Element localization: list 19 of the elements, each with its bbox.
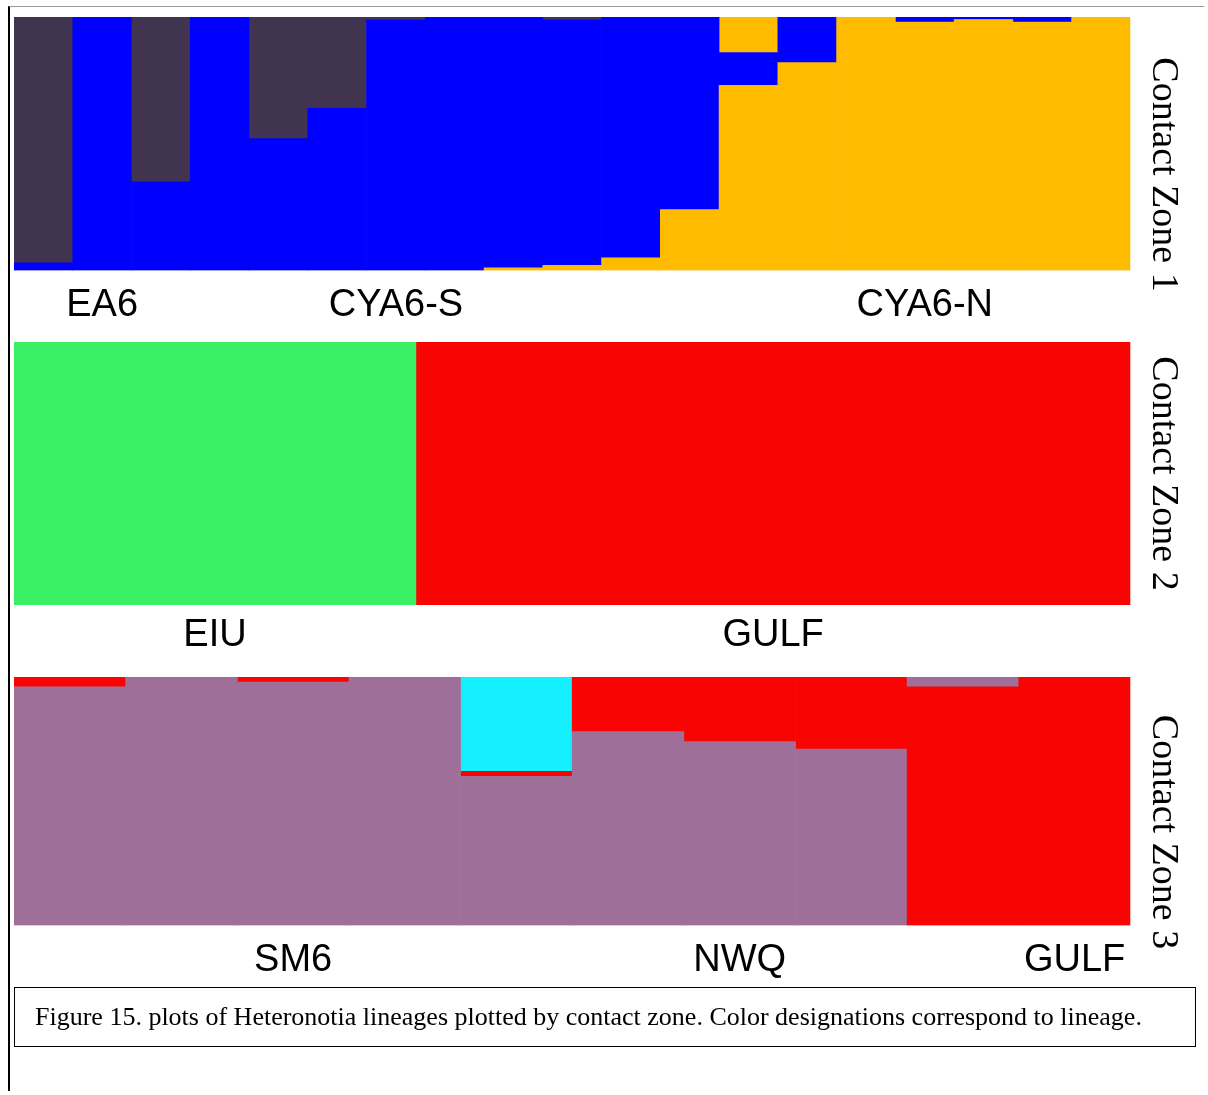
x-tick-label: NWQ — [693, 936, 787, 979]
x-tick-label: CYA6-S — [328, 281, 464, 324]
bar — [14, 677, 126, 688]
text: Contact Zone 3 — [1145, 714, 1188, 950]
bar — [460, 677, 573, 772]
bar — [906, 677, 1020, 688]
x-tick-label: SM6 — [254, 936, 333, 979]
series-label: GULF — [722, 612, 824, 655]
bar — [14, 17, 74, 264]
x-tick-label: GULF — [1023, 936, 1126, 979]
series-label: EIU — [183, 612, 247, 655]
caption: Figure 15. plots of Heteronotia lineages plotted by contact zone. Color designations correspond to lineage. — [14, 987, 1196, 1047]
text: Contact Zone 2 — [1145, 356, 1188, 591]
bar — [236, 677, 350, 683]
x-tick-label: EA6 — [66, 281, 139, 324]
bar — [131, 17, 191, 183]
bar — [718, 17, 779, 53]
text: Contact Zone 1 — [1145, 57, 1188, 292]
x-tick-label: CYA6-N — [856, 281, 994, 324]
